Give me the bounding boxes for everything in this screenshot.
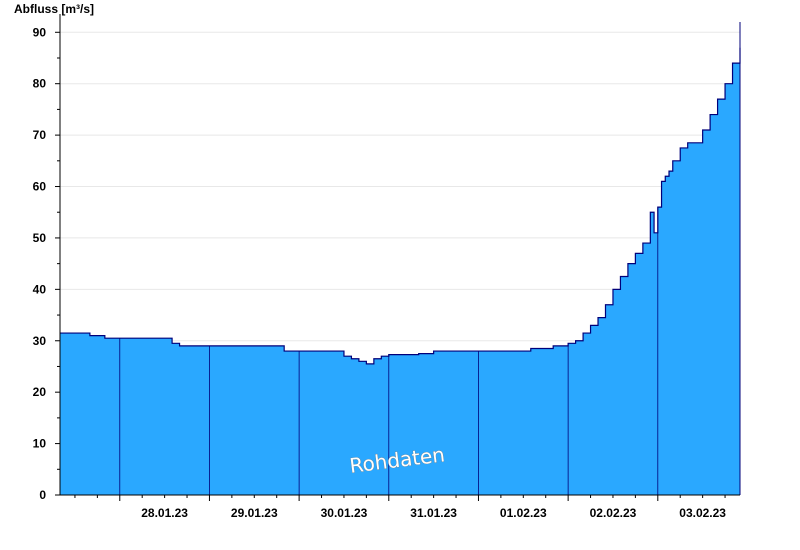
y-tick-label: 60 <box>33 180 47 194</box>
x-ticks: 28.01.23 29.01.23 30.01.23 31.01.23 01.02.23… <box>74 495 726 520</box>
x-tick-label: 29.01.23 <box>231 506 278 520</box>
y-tick-label: 0 <box>39 488 46 502</box>
y-tick-label: 10 <box>33 437 47 451</box>
y-tick-label: 20 <box>33 385 47 399</box>
discharge-line <box>60 47 741 365</box>
y-tick-label: 50 <box>33 231 47 245</box>
x-tick-label: 30.01.23 <box>321 506 368 520</box>
x-tick-label: 02.02.23 <box>590 506 637 520</box>
y-ticks: 0 10 20 30 40 50 60 70 80 90 <box>33 25 60 502</box>
y-tick-label: 90 <box>33 25 47 39</box>
day-separators <box>119 22 741 495</box>
y-tick-label: 80 <box>33 77 47 91</box>
x-tick-label: 31.01.23 <box>410 506 457 520</box>
discharge-area <box>60 47 740 496</box>
y-tick-label: 70 <box>33 128 47 142</box>
x-tick-label: 01.02.23 <box>500 506 547 520</box>
y-tick-label: 30 <box>33 334 47 348</box>
y-axis-label: Abfluss [m³/s] <box>14 2 94 16</box>
x-tick-label: 28.01.23 <box>141 506 188 520</box>
x-tick-label: 03.02.23 <box>679 506 726 520</box>
y-tick-label: 40 <box>33 282 47 296</box>
